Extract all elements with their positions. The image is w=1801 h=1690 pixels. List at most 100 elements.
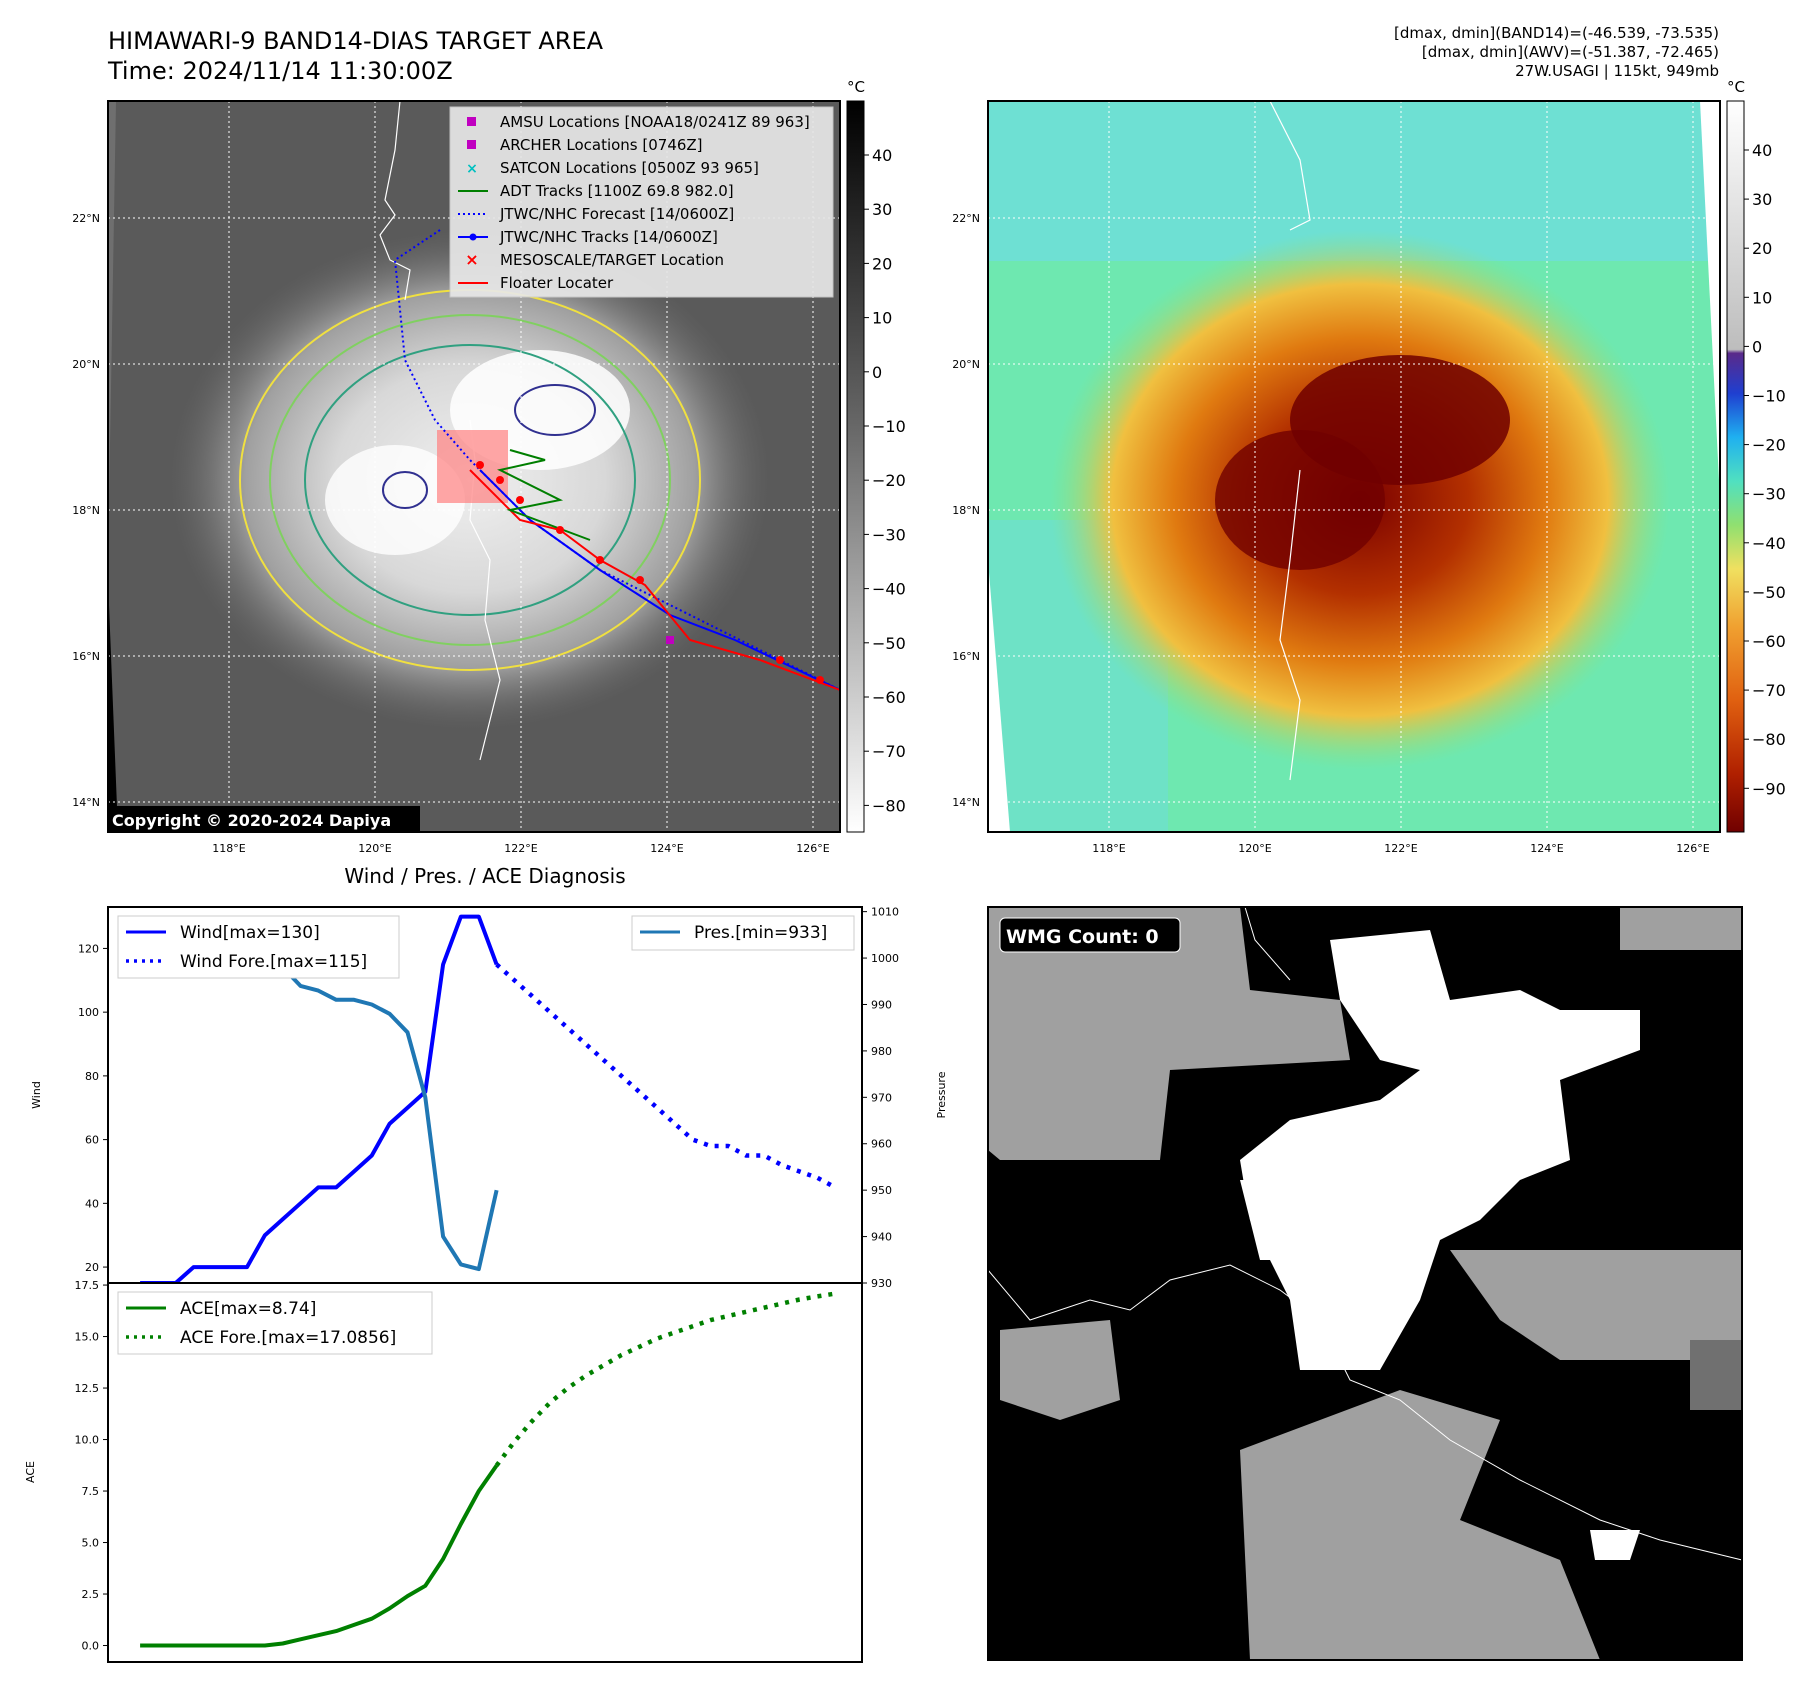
lat-tick-label: 22°N	[72, 212, 100, 225]
wmg-count-box	[999, 917, 1181, 953]
diagnosis-title: Wind / Pres. / ACE Diagnosis	[344, 864, 626, 888]
y2-tick-label: 1010	[871, 906, 899, 919]
colorbar-tick-label: 0	[872, 363, 882, 382]
colorbar-tick-label: −10	[872, 417, 906, 436]
ir-gridlines	[108, 101, 840, 832]
y-tick-label: 40	[85, 1197, 99, 1210]
lat-tick-label: 18°N	[72, 504, 100, 517]
wmg-count-label: WMG Count: 0	[1006, 926, 1159, 948]
legend-square-icon	[467, 140, 476, 149]
wmg-white-region	[1240, 930, 1640, 1370]
lat-tick-label: 22°N	[952, 212, 980, 225]
y-tick-label: 20	[85, 1261, 99, 1274]
series-line-0	[140, 914, 499, 1285]
wmg-frame	[987, 906, 1743, 1661]
lat-tick-label: 20°N	[72, 358, 100, 371]
colorbar-tick-label: 20	[872, 254, 892, 273]
ir-no-data-wedge	[108, 580, 118, 832]
ir-legend-label: MESOSCALE/TARGET Location	[500, 251, 724, 269]
awv-colorbar-unit: °C	[1727, 78, 1745, 96]
ir-copyright-text: Copyright © 2020-2024 Dapiya	[112, 811, 391, 830]
y-tick-label: 120	[78, 942, 99, 955]
y-tick-label: 0.0	[82, 1640, 100, 1653]
awv-map: 22°N 20°N 18°N 16°N 14°N 118°E 120°E 122°E 124°…	[952, 100, 1721, 855]
lon-tick-label: 124°E	[650, 842, 683, 855]
lon-tick-label: 126°E	[796, 842, 829, 855]
legend-x-icon: ×	[465, 250, 478, 269]
ir-legend: AMSU Locations [NOAA18/0241Z 89 963] ARCH…	[449, 106, 834, 298]
awv-map-frame	[987, 100, 1721, 833]
wmg-coastline	[987, 1264, 1743, 1561]
ace-legend-box	[117, 1291, 433, 1355]
y-tick-label: 12.5	[75, 1382, 100, 1395]
wind-legend-box	[117, 915, 400, 979]
ir-legend-item: Floater Locater	[458, 274, 614, 292]
colorbar-tick-label: −90	[1752, 779, 1786, 798]
wind-axis-label: Wind	[30, 1081, 43, 1109]
lon-tick-label: 118°E	[1092, 842, 1125, 855]
y2-tick-label: 980	[871, 1045, 892, 1058]
colorbar-tick-label: −70	[1752, 681, 1786, 700]
title-line-1: HIMAWARI-9 BAND14-DIAS TARGET AREA	[108, 27, 604, 55]
series-line-0	[140, 1464, 499, 1648]
y2-tick-label: 970	[871, 1091, 892, 1104]
y-tick-label: 80	[85, 1070, 99, 1083]
colorbar-tick-label: −80	[872, 796, 906, 815]
colorbar-tick-label: −40	[872, 580, 906, 599]
legend-square-icon	[467, 117, 476, 126]
info-line-3: 27W.USAGI | 115kt, 949mb	[1515, 62, 1719, 80]
ir-legend-item: ARCHER Locations [0746Z]	[467, 136, 703, 154]
y2-tick-label: 1000	[871, 952, 899, 965]
lon-tick-label: 122°E	[1384, 842, 1417, 855]
ir-legend-label: ARCHER Locations [0746Z]	[500, 136, 703, 154]
colorbar-tick-label: −80	[1752, 730, 1786, 749]
ir-legend-label: ADT Tracks [1100Z 69.8 982.0]	[500, 182, 734, 200]
lat-tick-label: 16°N	[72, 650, 100, 663]
lat-tick-label: 18°N	[952, 504, 980, 517]
y-tick-label: 5.0	[82, 1537, 100, 1550]
colorbar-tick-label: 40	[872, 146, 892, 165]
lon-tick-label: 122°E	[504, 842, 537, 855]
colorbar-tick-label: −50	[872, 634, 906, 653]
lon-tick-label: 118°E	[212, 842, 245, 855]
colorbar-tick-label: −30	[872, 525, 906, 544]
colorbar-tick-label: 30	[872, 200, 892, 219]
figure-title: HIMAWARI-9 BAND14-DIAS TARGET AREA Time:…	[108, 26, 603, 86]
title-line-2: Time: 2024/11/14 11:30:00Z	[108, 57, 453, 85]
colorbar-tick-label: −60	[872, 688, 906, 707]
colorbar-tick-label: 10	[872, 309, 892, 328]
ir-legend-item: × SATCON Locations [0500Z 93 965]	[466, 159, 759, 177]
ir-legend-label: JTWC/NHC Tracks [14/0600Z]	[499, 228, 718, 246]
y-tick-label: 60	[85, 1134, 99, 1147]
ir-colorbar: °C 40 30 20 10 0 −10 −20 −30 −40 −50 −60 −70 −80	[846, 78, 906, 833]
ir-contour-green	[269, 314, 671, 646]
ace-legend-item: ACE[max=8.74]	[180, 1299, 316, 1319]
colorbar-tick-label: −10	[1752, 387, 1786, 406]
awv-colorbar: °C 40 30 20 10 0 −10 −20 −30 −40 −50 −60 −70 −80 −90	[1726, 78, 1786, 833]
ace-chart: 0.0 2.5 5.0 7.5 10.0 12.5 15.0 17.5 ACE ACE[max…	[24, 1279, 863, 1663]
pressure-legend-item: Pres.[min=933]	[694, 923, 827, 943]
ir-amsu-marker	[666, 636, 674, 644]
ir-legend-label: Floater Locater	[500, 274, 614, 292]
ir-contour-navy	[514, 384, 596, 436]
storm-info: [dmax, dmin](BAND14)=(-46.539, -73.535) …	[1394, 24, 1719, 81]
wind-fore-legend-item: Wind Fore.[max=115]	[180, 952, 367, 972]
colorbar-tick-label: −70	[872, 742, 906, 761]
colorbar-tick-label: 10	[1752, 288, 1772, 307]
info-line-2: [dmax, dmin](AWV)=(-51.387, -72.465)	[1421, 43, 1719, 61]
y2-tick-label: 930	[871, 1277, 892, 1290]
ir-floater-track	[469, 469, 841, 691]
legend-x-icon: ×	[466, 161, 478, 177]
awv-coastline	[1279, 469, 1301, 781]
y-tick-label: 15.0	[75, 1331, 100, 1344]
ir-colorbar-bar	[846, 100, 865, 833]
ir-forecast-track	[393, 229, 841, 691]
ir-adt-track	[497, 449, 591, 541]
colorbar-tick-label: −20	[872, 471, 906, 490]
ace-axis-label: ACE	[24, 1461, 37, 1483]
lon-tick-label: 126°E	[1676, 842, 1709, 855]
ir-legend-box	[449, 106, 834, 298]
y2-tick-label: 990	[871, 998, 892, 1011]
colorbar-tick-label: 20	[1752, 239, 1772, 258]
